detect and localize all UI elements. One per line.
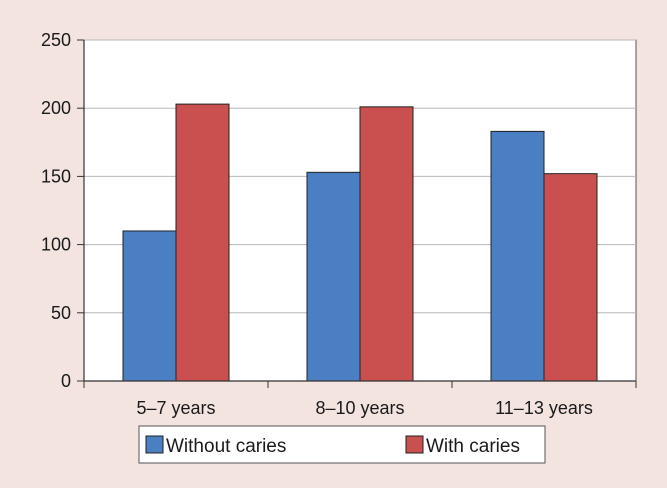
x-tick-label: 8–10 years bbox=[315, 398, 404, 418]
bar-with-caries-1 bbox=[175, 103, 230, 382]
bar-without-caries-2 bbox=[306, 171, 361, 382]
y-tick-label: 150 bbox=[41, 166, 71, 186]
bar-without-caries-1 bbox=[122, 230, 177, 382]
y-tick-label: 200 bbox=[41, 98, 71, 118]
y-tick-label: 100 bbox=[41, 235, 71, 255]
bar-without-caries-3 bbox=[490, 130, 545, 382]
y-tick-label: 50 bbox=[51, 303, 71, 323]
y-tick-label: 0 bbox=[61, 371, 71, 391]
legend bbox=[138, 425, 546, 464]
legend-label: With caries bbox=[426, 436, 520, 457]
x-tick-label: 11–13 years bbox=[495, 398, 593, 418]
legend-swatch bbox=[405, 435, 424, 454]
x-tick-label: 5–7 years bbox=[136, 398, 215, 418]
legend-label: Without caries bbox=[166, 436, 286, 457]
bar-with-caries-2 bbox=[359, 106, 414, 382]
legend-swatch bbox=[145, 435, 164, 454]
bar-with-caries-3 bbox=[543, 173, 598, 382]
y-tick-label: 250 bbox=[41, 30, 71, 50]
